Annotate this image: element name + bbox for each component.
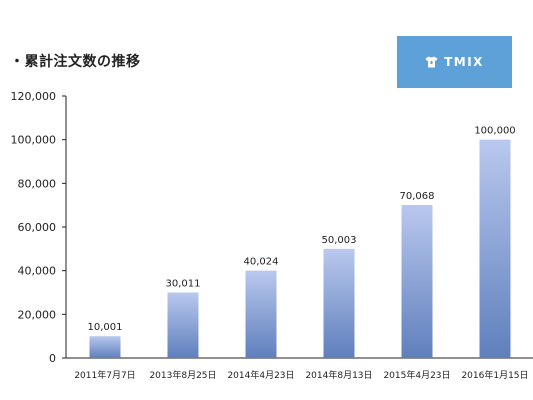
data-label: 70,068 — [400, 191, 435, 202]
y-tick-label: 0 — [49, 352, 56, 365]
data-labels: 10,001 30,011 40,024 50,003 70,068 100,000 — [88, 126, 516, 333]
y-tick-label: 20,000 — [18, 308, 57, 321]
y-axis-ticks: 0 20,000 40,000 60,000 80,000 100,000 120,000 — [11, 90, 66, 365]
category-label: 2014年8月13日 — [305, 369, 372, 381]
bar — [89, 336, 121, 358]
y-tick-label: 100,000 — [11, 134, 57, 147]
y-tick-label: 40,000 — [18, 265, 57, 278]
category-label: 2016年1月15日 — [461, 369, 528, 381]
category-label: 2015年4月23日 — [383, 369, 450, 381]
bars — [89, 139, 511, 358]
category-labels: 2011年7月7日 2013年8月25日 2014年4月23日 2014年8月13日 2… — [74, 369, 528, 381]
bar — [245, 270, 277, 358]
category-label: 2013年8月25日 — [149, 369, 216, 381]
bar — [479, 139, 511, 358]
y-tick-label: 120,000 — [11, 90, 57, 103]
data-label: 50,003 — [322, 235, 357, 246]
y-tick-label: 60,000 — [18, 221, 57, 234]
bar — [167, 292, 199, 358]
tmix-logo: TMIX — [397, 36, 512, 88]
category-label: 2014年4月23日 — [227, 369, 294, 381]
data-label: 30,011 — [166, 278, 201, 289]
data-label: 100,000 — [474, 126, 515, 137]
bar — [401, 205, 433, 358]
category-label: 2011年7月7日 — [74, 369, 135, 381]
tshirt-icon — [425, 56, 438, 68]
bar — [323, 248, 355, 358]
y-tick-label: 80,000 — [18, 177, 57, 190]
data-label: 40,024 — [244, 257, 279, 268]
logo-text: TMIX — [444, 55, 484, 69]
data-label: 10,001 — [88, 322, 123, 333]
chart-title: ・累計注文数の推移 — [10, 54, 141, 70]
